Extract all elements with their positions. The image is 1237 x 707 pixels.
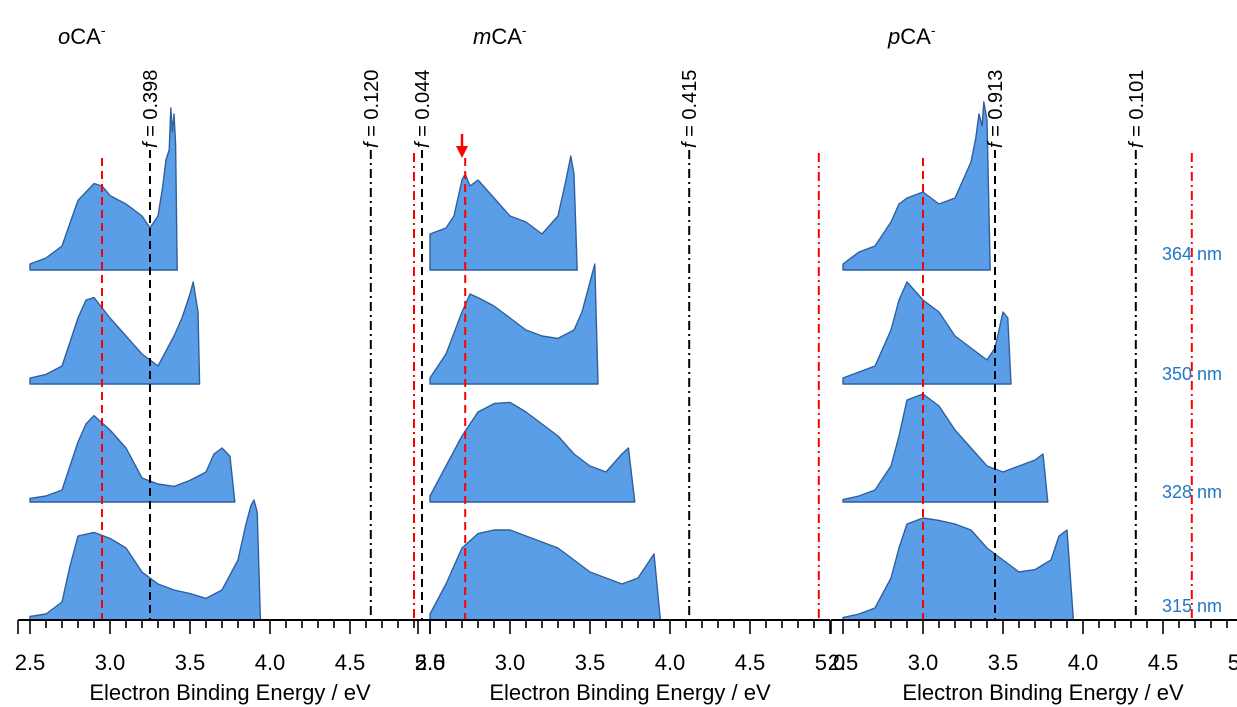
f-symbol: f [679,140,701,148]
panel-title: pCA- [887,22,936,49]
title-italic: p [887,24,900,49]
tick-label-2.5: 2.5 [15,650,46,675]
title-sup: - [522,22,527,38]
spectrum-315-nm [842,517,1075,621]
f-symbol: f [412,140,434,148]
spectrum-364-nm [842,101,991,271]
f-value: = 0.101 [1126,70,1148,143]
f-label-2: f = 0.101 [1126,70,1148,148]
tick-label-3.5: 3.5 [988,650,1019,675]
x-axis-label: Electron Binding Energy / eV [89,680,371,705]
f-symbol: f [361,140,383,148]
title-rest: CA [491,24,522,49]
f-label-1: f = 0.913 [985,70,1007,148]
spectrum-364-nm [429,155,578,271]
f-value: = 0.398 [140,70,162,143]
spectrum-315-nm [29,499,262,621]
f-value: = 0.120 [361,70,383,143]
f-label-2: f = 0.120 [361,70,383,148]
tick-label-2.5: 2.5 [828,650,859,675]
title-sup: - [101,22,106,38]
spectrum-328-nm [429,401,636,503]
title-rest: CA [900,24,931,49]
tick-label-3.0: 3.0 [908,650,939,675]
title-italic: o [58,24,70,49]
spectrum-350-nm [842,281,1012,385]
tick-label-4.0: 4.0 [655,650,686,675]
panel-title: oCA- [58,22,106,49]
tick-label-4.5: 4.5 [735,650,766,675]
spectrum-315-nm [429,529,662,621]
wavelength-labels: 364 nm 350 nm 328 nm 315 nm [1162,244,1222,616]
f-symbol: f [140,140,162,148]
tick-label-3.5: 3.5 [175,650,206,675]
tick-label-5.0: 5.0 [1228,650,1237,675]
wavelength-label-328-nm: 328 nm [1162,482,1222,502]
tick-label-2.5: 2.5 [415,650,446,675]
wavelength-label-364-nm: 364 nm [1162,244,1222,264]
f-label-1: f = 0.398 [140,70,162,148]
x-axis-label: Electron Binding Energy / eV [902,680,1184,705]
arrow-head [456,146,468,158]
tick-label-5.0: 5.0 [815,650,846,675]
title-rest: CA [70,24,101,49]
title-italic: m [473,24,491,49]
spectrum-328-nm [842,393,1049,503]
title-sup: - [931,22,936,38]
f-symbol: f [985,140,1007,148]
panel-title: mCA- [473,22,527,49]
x-axis-label: Electron Binding Energy / eV [489,680,771,705]
f-label-2: f = 0.415 [679,70,701,148]
spectrum-364-nm [29,107,178,271]
tick-label-3.0: 3.0 [495,650,526,675]
tick-label-4.5: 4.5 [335,650,366,675]
tick-label-4.0: 4.0 [255,650,286,675]
wavelength-label-350-nm: 350 nm [1162,364,1222,384]
f-value: = 0.913 [985,70,1007,143]
tick-label-3.5: 3.5 [575,650,606,675]
f-value: = 0.415 [679,70,701,143]
spectrum-350-nm [429,263,599,385]
spectrum-350-nm [29,281,201,385]
f-value: = 0.044 [412,70,434,143]
tick-label-4.0: 4.0 [1068,650,1099,675]
f-symbol: f [1126,140,1148,148]
wavelength-label-315-nm: 315 nm [1162,596,1222,616]
spectrum-328-nm [29,414,236,503]
tick-label-5.0: 5.0 [415,650,446,675]
f-label-1: f = 0.044 [412,70,434,148]
tick-label-4.5: 4.5 [1148,650,1179,675]
tick-label-3.0: 3.0 [95,650,126,675]
